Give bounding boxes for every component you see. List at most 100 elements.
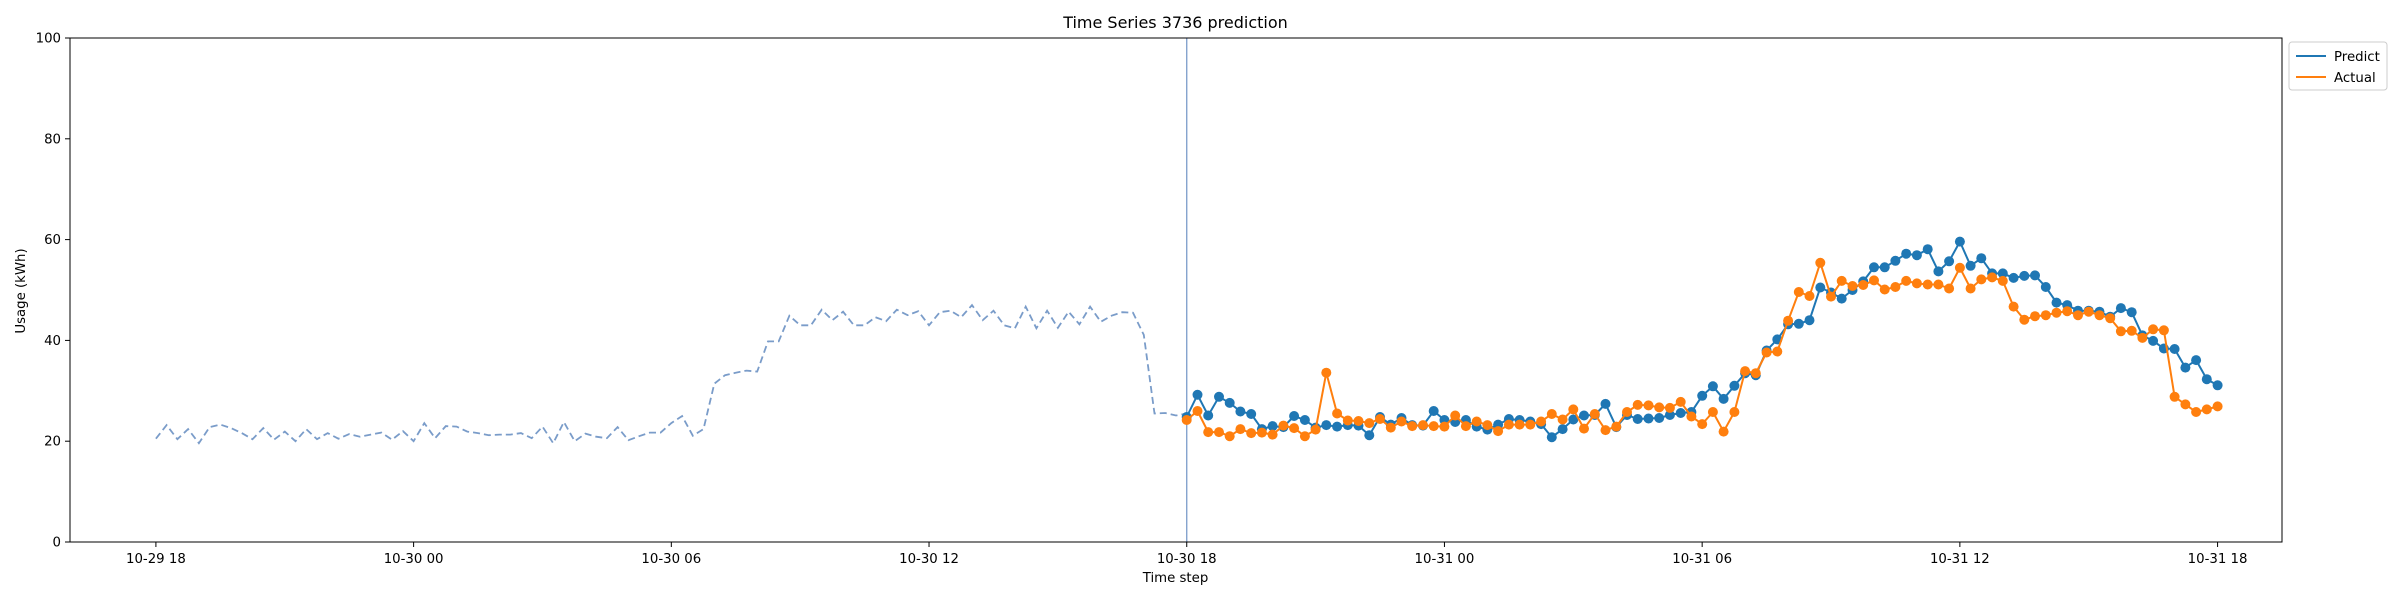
actual-point — [1772, 346, 1783, 357]
predict-point — [1332, 421, 1343, 432]
legend-label-predict: Predict — [2334, 50, 2380, 65]
predict-point — [1933, 266, 1944, 277]
actual-point — [1332, 408, 1343, 419]
actual-point — [1697, 419, 1708, 430]
actual-point — [1622, 407, 1632, 417]
predict-point — [1879, 262, 1890, 273]
predict-point — [1428, 406, 1439, 416]
predict-point — [1235, 406, 1246, 417]
actual-point — [1246, 428, 1257, 439]
x-tick-label: 10-31 00 — [1415, 552, 1475, 567]
actual-point — [1235, 424, 1246, 435]
actual-point — [2169, 391, 2180, 402]
predict-point — [1890, 255, 1901, 266]
predict-point — [1632, 414, 1643, 424]
actual-point — [1579, 423, 1589, 434]
x-tick-label: 10-31 12 — [1930, 552, 1990, 567]
actual-point — [1611, 421, 1622, 432]
actual-point — [1482, 420, 1493, 431]
history-series — [155, 303, 1187, 446]
actual-point — [1471, 416, 1482, 427]
y-tick-label: 20 — [44, 435, 61, 450]
actual-point — [1342, 415, 1353, 426]
x-tick-label: 10-31 18 — [2188, 552, 2248, 567]
predict-point — [2169, 344, 2180, 354]
predict-point — [2115, 303, 2126, 314]
actual-point — [2115, 326, 2126, 337]
predict-point — [2030, 270, 2040, 281]
x-tick-label: 10-30 12 — [899, 552, 959, 567]
actual-point — [1375, 414, 1385, 424]
actual-point — [1568, 404, 1579, 415]
actual-point — [1847, 281, 1858, 291]
actual-point — [1954, 262, 1965, 273]
actual-point — [1418, 420, 1428, 431]
legend: Predict Actual — [2288, 41, 2388, 91]
predict-point — [1815, 282, 1826, 293]
actual-point — [1654, 402, 1665, 413]
predict-point — [1804, 315, 1815, 326]
predict-point — [1944, 256, 1955, 267]
legend-label-actual: Actual — [2334, 71, 2376, 86]
actual-point — [1965, 283, 1976, 294]
predict-point — [2019, 270, 2030, 281]
actual-point — [1643, 400, 1654, 411]
actual-point — [1997, 275, 2008, 286]
predict-point — [1643, 413, 1654, 424]
actual-point — [1278, 420, 1289, 431]
predict-point — [1267, 421, 1278, 432]
actual-point — [1353, 416, 1364, 426]
predict-point — [1965, 260, 1976, 271]
actual-point — [1815, 257, 1826, 268]
actual-point — [1514, 419, 1525, 430]
actual-point — [2051, 307, 2062, 318]
actual-point — [1289, 423, 1300, 434]
predict-point — [2051, 297, 2062, 308]
actual-point — [1267, 429, 1278, 440]
actual-point — [1750, 368, 1761, 379]
predict-point — [1997, 268, 2008, 279]
predict-point — [2201, 374, 2212, 385]
actual-point — [1911, 278, 1922, 289]
actual-point — [1460, 421, 1471, 432]
actual-point — [1675, 396, 1686, 407]
predict-point — [1922, 244, 1933, 255]
predict-point — [1697, 390, 1708, 401]
actual-point — [1396, 416, 1407, 427]
predict-point — [1557, 424, 1568, 435]
actual-point — [1536, 416, 1547, 427]
plot-frame — [69, 37, 2283, 543]
actual-point — [2201, 404, 2212, 415]
predict-point — [1214, 391, 1224, 402]
actual-point — [1718, 426, 1729, 437]
y-axis-title: Usage (kWh) — [14, 248, 29, 333]
actual-point — [2137, 332, 2148, 343]
predict-point — [2126, 307, 2137, 318]
actual-point — [1922, 279, 1933, 290]
actual-point — [1826, 291, 1836, 302]
y-tick-label: 80 — [44, 132, 61, 147]
actual-point — [1321, 367, 1332, 378]
actual-point — [2158, 325, 2169, 336]
actual-point — [1933, 279, 1944, 290]
predict-point — [1911, 250, 1922, 261]
actual-point — [1192, 406, 1203, 416]
predict-point — [1568, 414, 1579, 425]
predict-point — [1579, 410, 1589, 421]
actual-point — [1664, 402, 1675, 413]
actual-point — [1890, 282, 1901, 292]
actual-point — [2083, 306, 2094, 317]
predict-point — [1546, 432, 1557, 443]
predict-point — [2212, 380, 2223, 391]
predict-point — [1707, 381, 1718, 392]
actual-point — [2180, 399, 2191, 410]
y-tick-label: 60 — [44, 233, 61, 248]
predict-point — [1246, 409, 1257, 419]
actual-point — [1214, 427, 1224, 438]
predict-point — [1718, 393, 1729, 404]
actual-point — [1901, 275, 1912, 286]
predict-point — [1600, 398, 1611, 409]
actual-point — [1783, 315, 1794, 326]
actual-point — [1181, 415, 1192, 425]
